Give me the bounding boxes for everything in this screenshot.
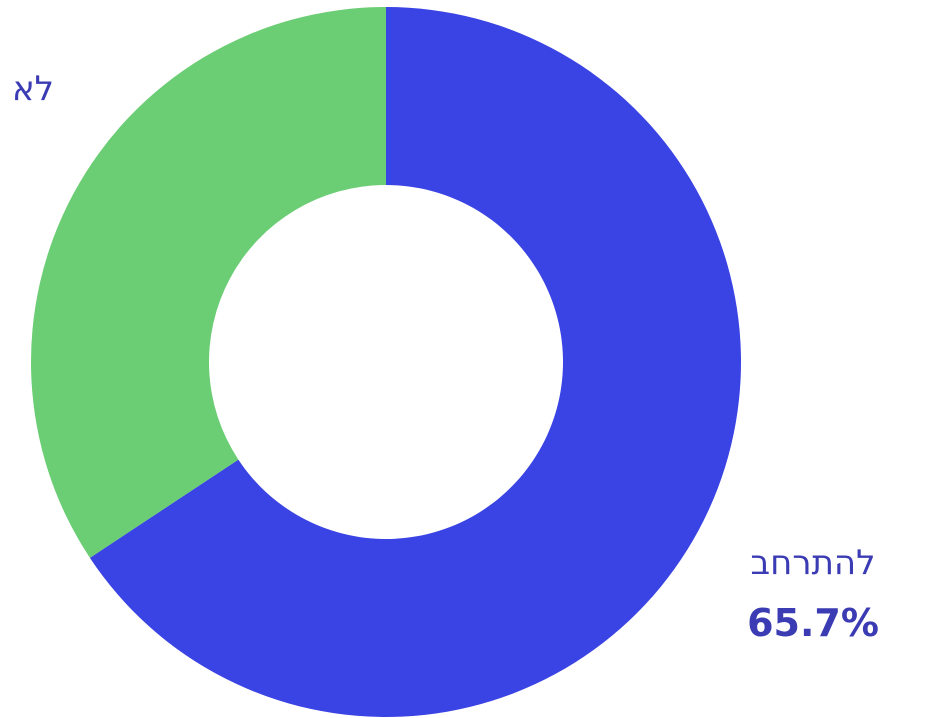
slice-value-expand: 65.7% [747, 601, 879, 645]
donut-slices [30, 7, 741, 717]
donut-slice-0 [89, 7, 741, 717]
slice-label-expand: להתרחב [751, 543, 876, 583]
donut-labels: להתרחב 65.7% לא [12, 69, 879, 645]
donut-slice-1 [30, 7, 386, 558]
slice-label-no: לא [12, 69, 54, 109]
